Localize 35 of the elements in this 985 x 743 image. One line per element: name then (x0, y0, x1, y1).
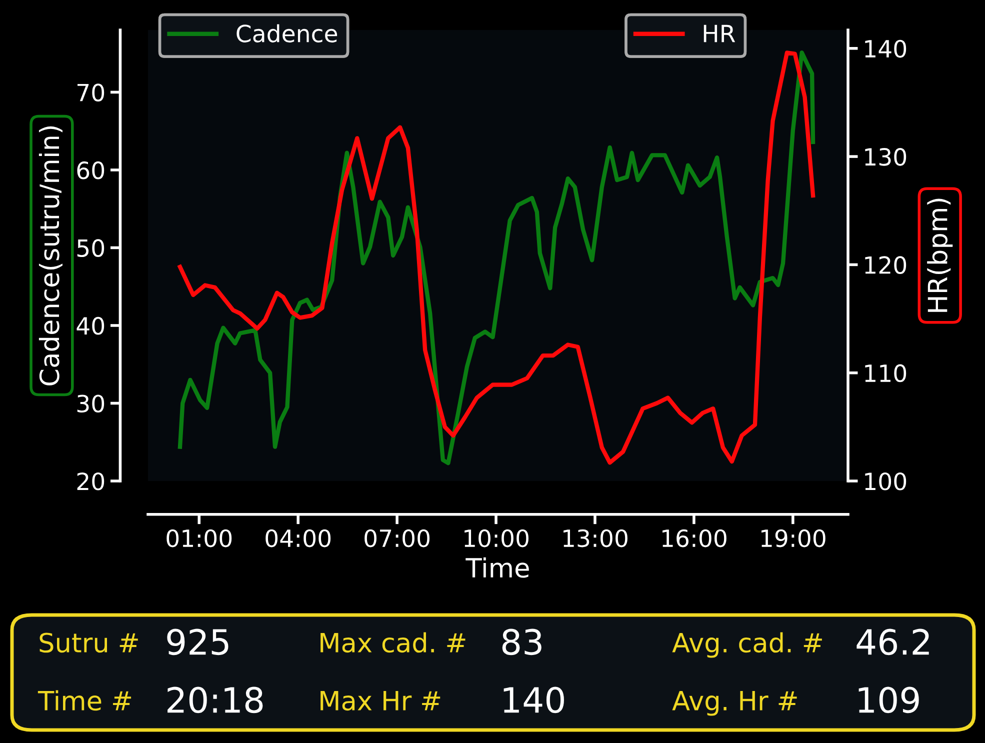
y2-tick-label: 140 (865, 40, 906, 58)
text: 925 (167, 628, 228, 656)
x-tick-label: 07:00 (364, 529, 430, 548)
text: 140 (504, 686, 564, 714)
y2-tick-label: 130 (865, 148, 906, 166)
y2-tick-label: 120 (865, 256, 906, 274)
legend-label: HR (704, 24, 736, 42)
text: Max cad. # (320, 632, 466, 653)
y2-tick-label: 110 (865, 364, 906, 382)
x-tick-label: 13:00 (564, 529, 628, 548)
text: 46.2 (856, 628, 929, 656)
text: Avg. cad. # (672, 632, 822, 658)
text: Max Hr # (320, 691, 440, 711)
y-tick-label: 50 (77, 239, 104, 258)
x-tick-label: 01:00 (166, 529, 232, 548)
y-tick-label: 20 (77, 472, 104, 490)
y-tick-label: 60 (77, 161, 104, 180)
x-tick-label: 19:00 (761, 529, 826, 548)
text: Sutru # (40, 632, 138, 653)
text: 83 (502, 628, 542, 656)
x-axis-title: Time (466, 557, 529, 578)
y2-axis-title: HR(bpm) (927, 198, 953, 312)
text: Time # (38, 690, 132, 711)
y-tick-label: 30 (77, 394, 104, 413)
x-tick-label: 10:00 (464, 529, 528, 548)
y-axis-title: Cadence(sutru/min) (38, 126, 62, 386)
y2-tick-label: 100 (865, 472, 906, 490)
x-tick-label: 04:00 (266, 529, 331, 548)
x-tick-label: 16:00 (662, 529, 726, 548)
text: 20:18 (168, 686, 263, 714)
y-tick-label: 40 (76, 316, 104, 335)
text: 109 (858, 686, 919, 714)
y-tick-label: 70 (78, 84, 104, 102)
legend-label: Cadence (236, 24, 338, 42)
text: Avg. Hr # (672, 691, 797, 716)
